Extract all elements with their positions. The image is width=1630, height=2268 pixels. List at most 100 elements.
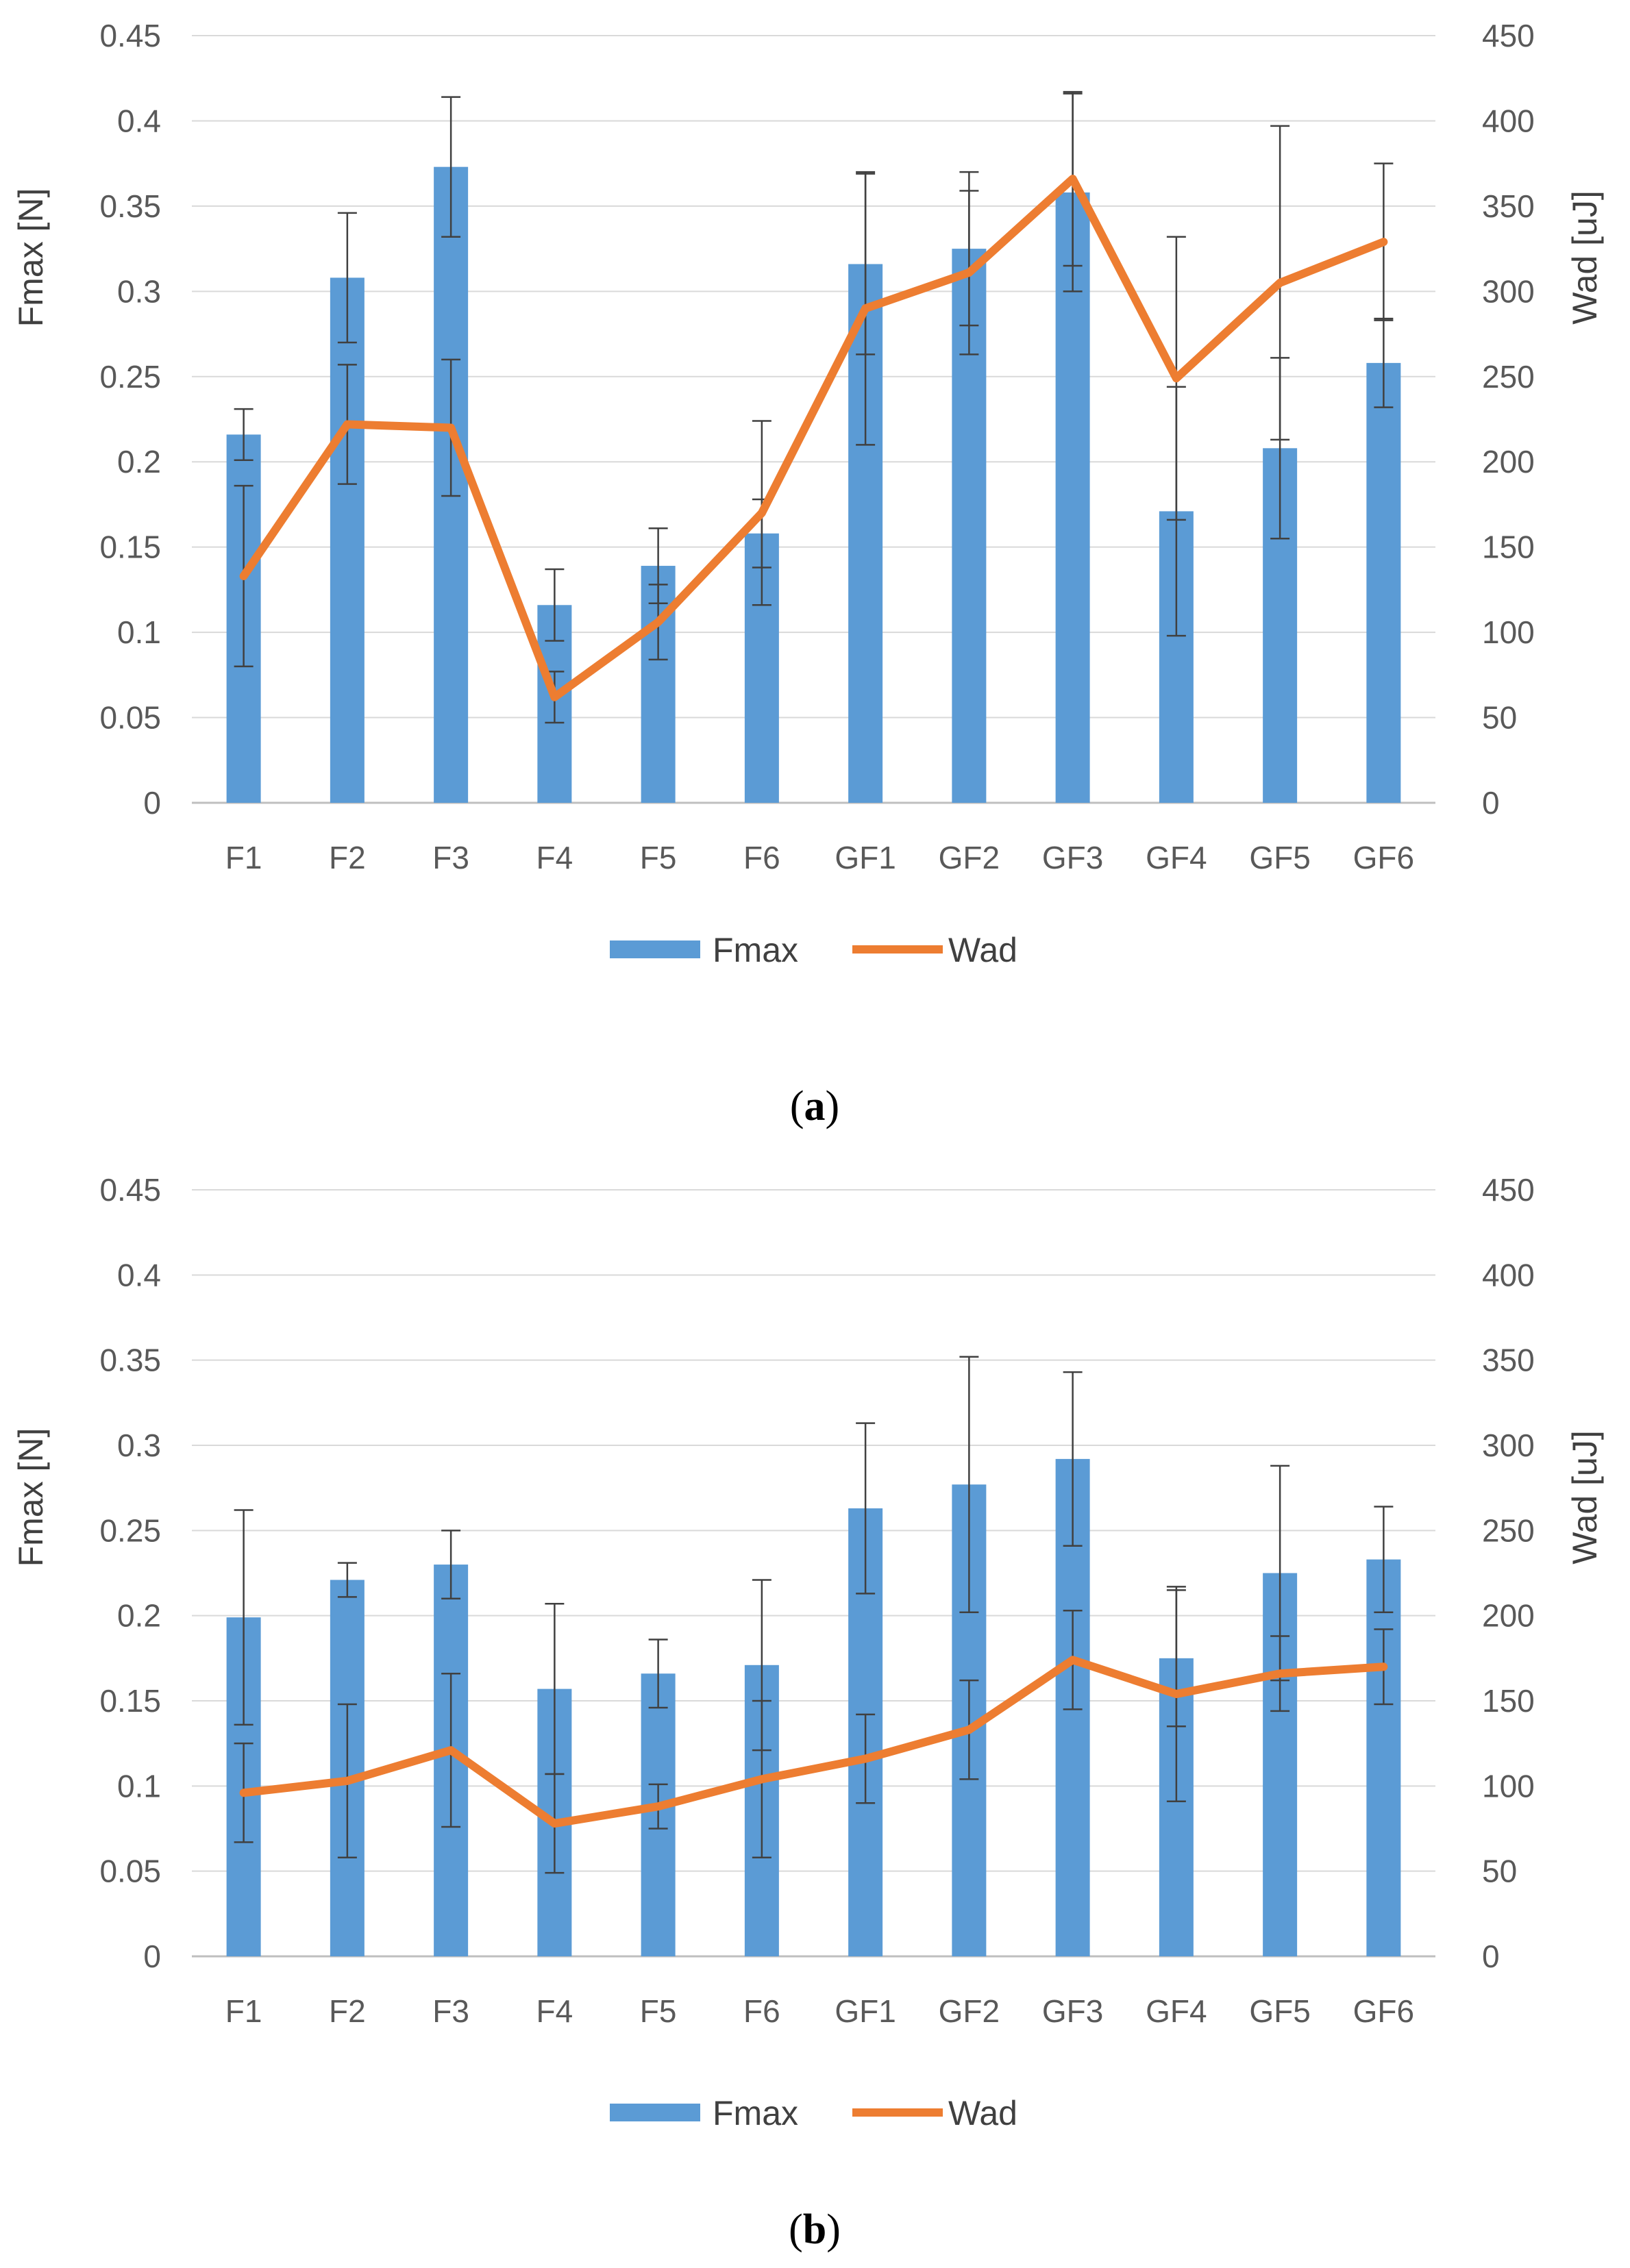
x-tick-label: GF1 [835,840,896,875]
left-tick-label: 0.45 [99,1172,161,1208]
x-tick-label: F1 [225,840,262,875]
panel-label-close: ) [826,1083,840,1130]
legend-wad-label: Wad [948,931,1017,969]
x-tick-label: GF2 [939,840,1000,875]
x-tick-label: GF5 [1249,1993,1310,2029]
panel-label-open: ( [790,1083,804,1130]
fmax-error-bar [441,1530,461,1600]
x-tick-label: F6 [743,1993,780,2029]
left-tick-label: 0.4 [117,103,161,138]
x-tick-label: F4 [536,840,573,875]
left-tick-label: 0.2 [117,444,161,479]
fmax-error-bar [1374,1506,1394,1613]
panel-label-a: (a) [790,1083,839,1130]
fmax-error-bar [234,1509,254,1726]
x-tick-label: F4 [536,1993,573,2029]
right-tick-label: 100 [1482,1768,1535,1804]
fmax-error-bar [959,1356,979,1613]
wad-polyline [239,1656,1388,1828]
right-axis-ticks: 0 50 100 150 200 250 300 350 400 450 [1482,18,1535,821]
gridlines [192,1189,1435,1958]
right-tick-label: 250 [1482,359,1535,395]
right-axis-title: Wad [uJ] [1566,190,1604,324]
x-tick-label: GF1 [835,1993,896,2029]
fmax-error-bar [856,1422,876,1595]
legend-fmax-label: Fmax [713,2094,798,2132]
fmax-error-bar [648,1638,668,1709]
x-tick-label: GF6 [1353,1993,1414,2029]
left-tick-label: 0.45 [99,18,161,53]
wad-polyline [239,175,1388,701]
panel-label-b: (b) [789,2206,841,2253]
x-tick-label: GF5 [1249,840,1310,875]
x-axis-ticks: F1 F2 F3 F4 F5 F6 GF1 GF2 GF3 GF4 GF5 GF6 [225,840,1414,875]
left-tick-label: 0 [143,1939,161,1974]
left-tick-label: 0.3 [117,1428,161,1463]
left-tick-label: 0.1 [117,614,161,650]
wad-line [239,1656,1388,1828]
x-tick-label: F2 [329,1993,366,2029]
fmax-error-bar [337,1562,357,1598]
chart-panel-b: 0 0.05 0.1 0.15 0.2 0.25 0.3 0.35 0.4 0.45 0 50 100… [12,1172,1604,2253]
x-tick-label: GF3 [1042,840,1103,875]
x-tick-label: F6 [743,840,780,875]
right-tick-label: 0 [1482,785,1500,821]
left-tick-label: 0 [143,785,161,821]
left-tick-label: 0.4 [117,1257,161,1293]
x-tick-label: F1 [225,1993,262,2029]
right-tick-label: 200 [1482,444,1535,479]
panel-label-open: ( [789,2206,803,2253]
x-tick-label: F2 [329,840,366,875]
fmax-bar [1055,192,1090,803]
left-axis-title: Fmax [N] [12,1428,50,1567]
right-tick-label: 300 [1482,1428,1535,1463]
legend-wad-label: Wad [948,2094,1017,2132]
right-tick-label: 350 [1482,188,1535,224]
right-tick-label: 100 [1482,614,1535,650]
legend-fmax-swatch [610,2104,700,2121]
fmax-bar [330,277,365,803]
right-tick-label: 400 [1482,103,1535,138]
panel-label-close: ) [826,2206,841,2253]
gridlines [192,35,1435,804]
right-tick-label: 0 [1482,1939,1500,1974]
panel-label-letter: a [804,1083,826,1130]
x-tick-label: GF4 [1146,1993,1207,2029]
x-tick-label: F5 [640,840,677,875]
left-tick-label: 0.15 [99,529,161,565]
left-tick-label: 0.3 [117,273,161,309]
right-tick-label: 50 [1482,1854,1517,1889]
x-tick-label: GF3 [1042,1993,1103,2029]
chart-panel-a: 0 0.05 0.1 0.15 0.2 0.25 0.3 0.35 0.4 0.45 0 50 100… [12,18,1604,1130]
right-tick-label: 400 [1482,1257,1535,1293]
x-tick-label: GF4 [1146,840,1207,875]
left-tick-label: 0.2 [117,1598,161,1634]
right-tick-label: 450 [1482,18,1535,53]
right-tick-label: 150 [1482,1683,1535,1719]
left-tick-label: 0.25 [99,359,161,395]
x-axis-ticks: F1 F2 F3 F4 F5 F6 GF1 GF2 GF3 GF4 GF5 GF6 [225,1993,1414,2029]
fmax-error-bar [545,568,565,642]
left-tick-label: 0.35 [99,1343,161,1378]
left-tick-label: 0.15 [99,1683,161,1719]
right-axis-ticks: 0 50 100 150 200 250 300 350 400 450 [1482,1172,1535,1974]
right-tick-label: 50 [1482,700,1517,736]
x-tick-label: F3 [432,1993,469,2029]
fmax-bar [1366,1559,1401,1956]
legend-fmax-swatch [610,940,700,958]
right-tick-label: 250 [1482,1512,1535,1548]
right-tick-label: 450 [1482,1172,1535,1208]
right-tick-label: 300 [1482,273,1535,309]
fmax-error-bar [337,212,357,344]
left-axis-title: Fmax [N] [12,188,50,327]
right-tick-label: 350 [1482,1343,1535,1378]
fmax-error-bar [234,408,254,461]
x-tick-label: GF6 [1353,840,1414,875]
legend: Fmax Wad [610,2094,1017,2132]
left-tick-label: 0.25 [99,1512,161,1548]
legend: Fmax Wad [610,931,1017,969]
fmax-error-bar [1063,1371,1083,1547]
left-tick-label: 0.05 [99,1854,161,1889]
